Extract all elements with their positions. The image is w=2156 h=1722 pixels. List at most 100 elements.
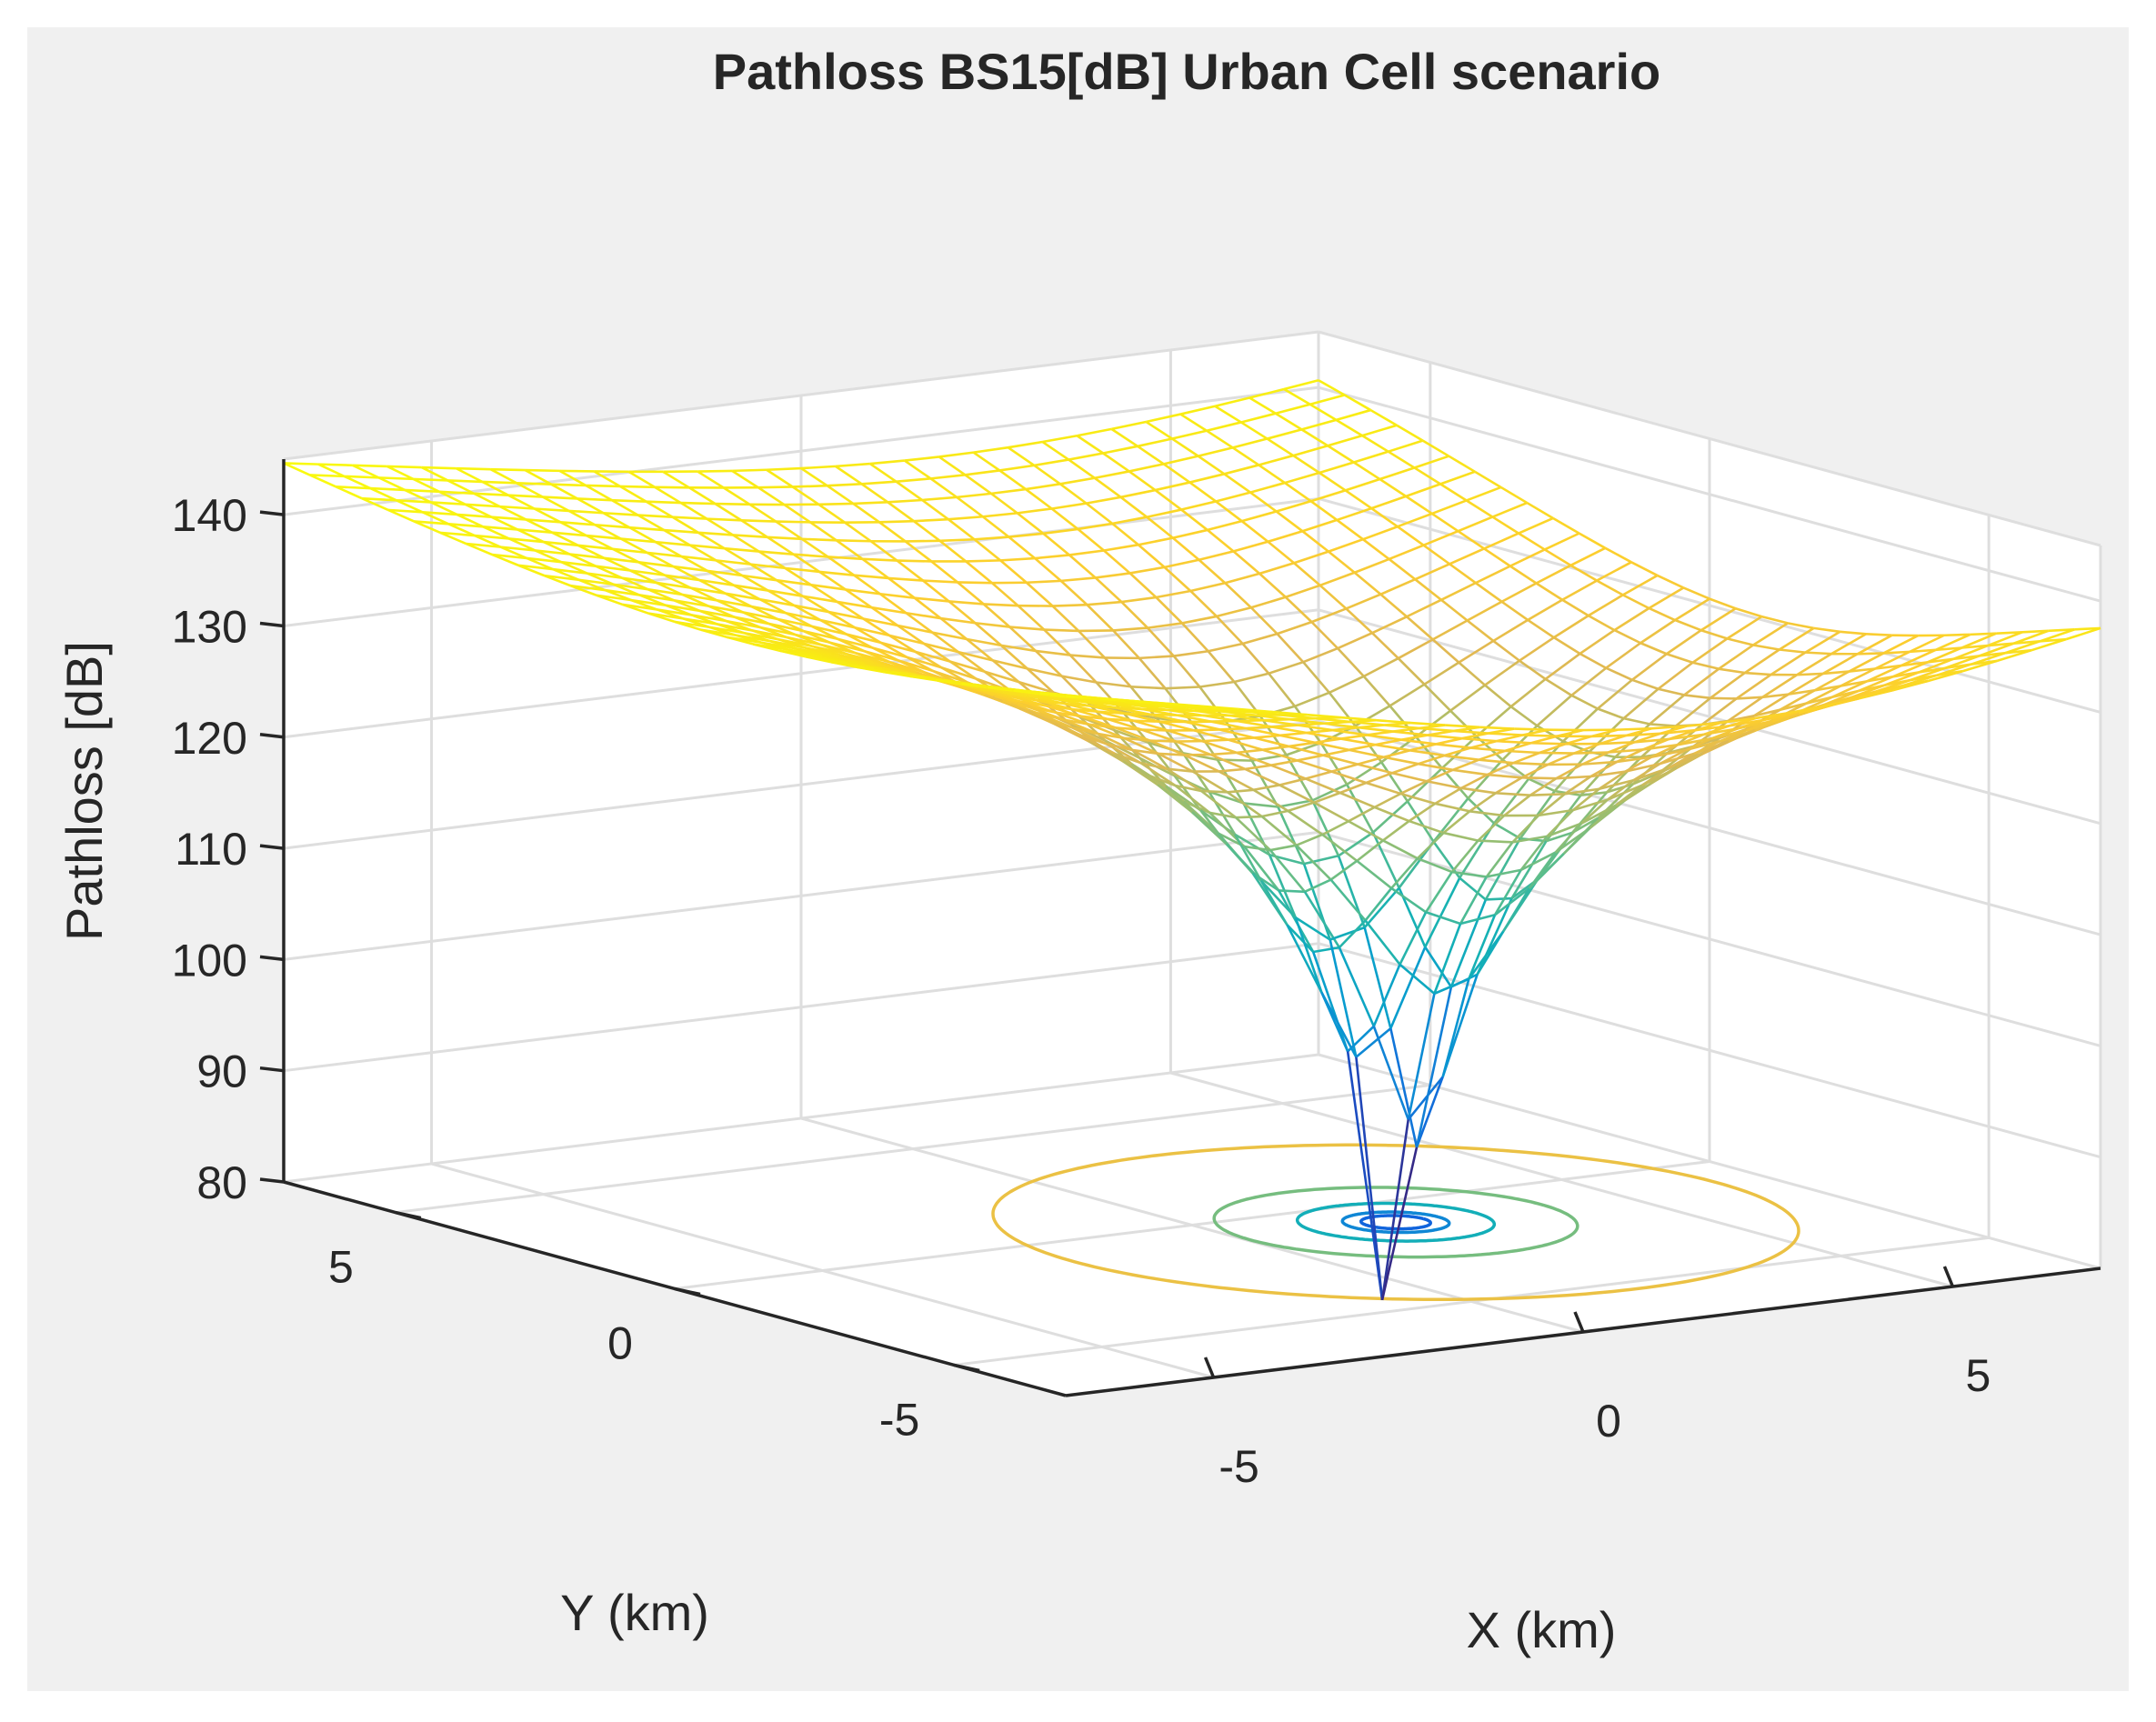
surface-mesh-segment xyxy=(1174,784,1211,814)
surface-mesh-segment xyxy=(1115,726,1151,742)
surface-mesh-segment xyxy=(1285,584,1321,599)
surface-mesh-segment xyxy=(734,616,769,626)
surface-mesh-segment xyxy=(1294,691,1330,708)
surface-mesh-segment xyxy=(1375,743,1410,752)
surface-mesh-segment xyxy=(647,587,683,596)
surface-mesh-segment xyxy=(1709,597,1737,610)
surface-mesh-segment xyxy=(1115,726,1142,731)
surface-mesh-segment xyxy=(887,501,915,523)
surface-mesh-segment xyxy=(1279,734,1316,745)
surface-mesh-segment xyxy=(1660,728,1696,736)
surface-mesh-segment xyxy=(707,569,743,577)
surface-mesh-segment xyxy=(1509,565,1538,585)
z-tick-mark xyxy=(259,1177,285,1184)
surface-mesh-segment xyxy=(1146,413,1181,424)
surface-mesh-segment xyxy=(1059,476,1096,486)
surface-mesh-segment xyxy=(387,508,415,523)
surface-mesh-segment xyxy=(1553,751,1590,792)
surface-mesh-segment xyxy=(1043,628,1071,656)
surface-mesh-segment xyxy=(1409,743,1437,752)
surface-mesh-segment xyxy=(1979,642,2015,657)
surface-mesh-segment xyxy=(991,582,1019,607)
surface-mesh-segment xyxy=(1372,1026,1409,1120)
surface-mesh-segment xyxy=(1466,499,1494,518)
surface-mesh-segment xyxy=(1209,753,1246,771)
surface-mesh-segment xyxy=(517,528,553,534)
surface-mesh-segment xyxy=(1309,403,1338,421)
surface-mesh-segment xyxy=(1289,741,1316,748)
surface-mesh-segment xyxy=(990,487,1027,496)
surface-mesh-segment xyxy=(723,486,751,506)
surface-mesh-segment xyxy=(1068,554,1097,579)
surface-mesh-segment xyxy=(1448,455,1476,473)
z-tick-label: 140 xyxy=(172,490,247,541)
surface-mesh-segment xyxy=(1500,486,1528,505)
surface-mesh-segment xyxy=(1752,644,1780,651)
surface-mesh-segment xyxy=(1249,606,1279,636)
surface-mesh-segment xyxy=(1311,783,1348,802)
surface-mesh-segment xyxy=(1426,779,1462,790)
surface-mesh-segment xyxy=(1128,572,1158,598)
surface-mesh-segment xyxy=(1175,784,1202,793)
surface-mesh-segment xyxy=(309,474,345,478)
surface-mesh-segment xyxy=(1630,561,1659,577)
surface-mesh-segment xyxy=(1466,486,1502,502)
surface-mesh-segment xyxy=(1746,719,1773,732)
surface-mesh-segment xyxy=(1710,696,1737,700)
surface-mesh-segment xyxy=(800,465,837,470)
surface-mesh-segment xyxy=(1371,832,1400,889)
surface-mesh-segment xyxy=(1418,762,1453,772)
surface-mesh-segment xyxy=(836,600,865,620)
surface-mesh-segment xyxy=(844,521,872,543)
surface-mesh-segment xyxy=(1426,768,1454,783)
surface-mesh-segment xyxy=(1216,606,1252,618)
surface-mesh-segment xyxy=(1634,737,1670,744)
surface-mesh-segment xyxy=(1241,643,1270,675)
surface-mesh-segment xyxy=(335,486,363,500)
surface-mesh-segment xyxy=(1337,632,1373,650)
surface-mesh-segment xyxy=(1261,809,1289,818)
surface-mesh-segment xyxy=(1262,748,1298,762)
surface-mesh-segment xyxy=(751,605,787,615)
surface-mesh-segment xyxy=(2039,628,2075,643)
surface-mesh-segment xyxy=(1297,759,1332,773)
surface-mesh-segment xyxy=(905,612,933,634)
surface-mesh-segment xyxy=(1146,508,1182,518)
surface-mesh-segment xyxy=(1735,674,1772,700)
surface-mesh-segment xyxy=(465,503,493,518)
surface-mesh-segment xyxy=(637,514,665,532)
surface-mesh-segment xyxy=(1406,800,1435,843)
surface-mesh-segment xyxy=(517,564,546,577)
surface-mesh-segment xyxy=(1388,450,1416,469)
surface-mesh-segment xyxy=(1119,496,1148,518)
surface-mesh-segment xyxy=(1295,916,1331,941)
surface-mesh-segment xyxy=(938,451,974,458)
surface-mesh-segment xyxy=(1987,631,2023,647)
surface-mesh-segment xyxy=(1504,749,1540,755)
surface-mesh-segment xyxy=(1347,1025,1375,1053)
surface-mesh-segment xyxy=(1484,659,1520,686)
surface-mesh-segment xyxy=(785,566,820,574)
surface-mesh-segment xyxy=(2048,628,2075,633)
surface-mesh-segment xyxy=(1268,660,1304,675)
surface-mesh-segment xyxy=(1892,661,1928,678)
surface-mesh-segment xyxy=(697,531,726,550)
surface-mesh-segment xyxy=(1103,543,1139,552)
surface-mesh-segment xyxy=(439,531,467,546)
surface-mesh-segment xyxy=(1422,439,1449,457)
surface-mesh-segment xyxy=(878,519,914,524)
surface-mesh-segment xyxy=(1319,584,1348,610)
surface-mesh-segment xyxy=(1233,540,1269,553)
surface-mesh-segment xyxy=(1327,445,1355,464)
grid-line-z xyxy=(1318,1053,2101,1270)
surface-mesh-segment xyxy=(1267,540,1295,565)
surface-mesh-segment xyxy=(1029,695,1057,701)
surface-mesh-segment xyxy=(603,511,638,516)
surface-mesh-segment xyxy=(793,604,821,622)
surface-mesh-segment xyxy=(664,574,692,589)
surface-mesh-segment xyxy=(1234,834,1262,882)
surface-mesh-segment xyxy=(1935,646,1962,652)
surface-mesh-segment xyxy=(1631,653,1668,681)
surface-mesh-segment xyxy=(1339,791,1376,809)
surface-mesh-segment xyxy=(1617,726,1652,731)
